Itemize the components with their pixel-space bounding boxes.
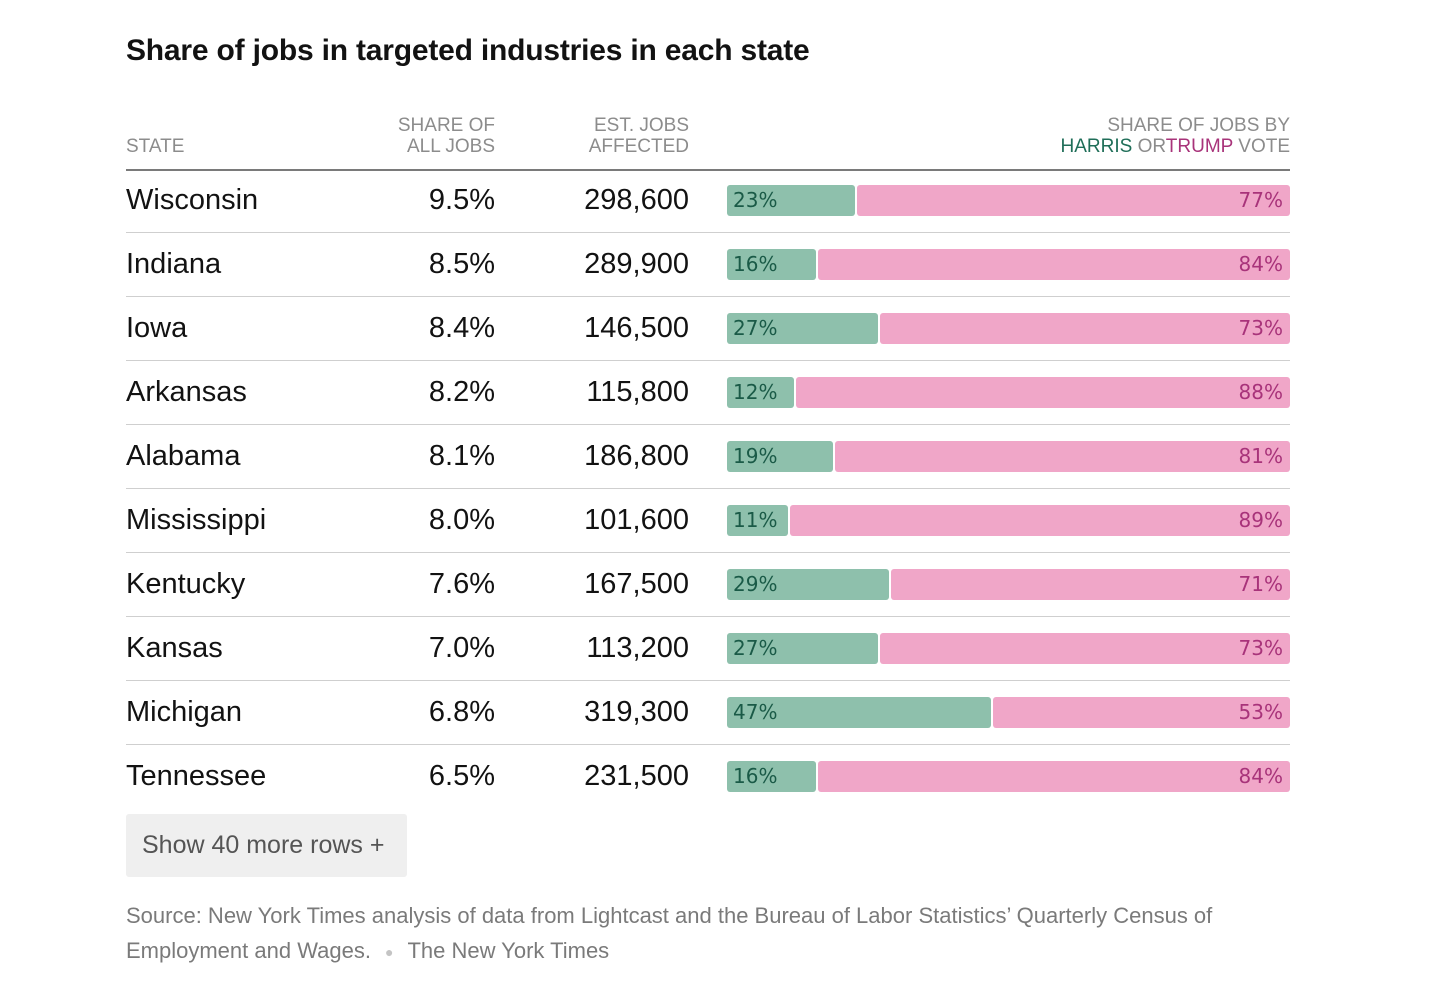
harris-bar-segment: 19% <box>727 441 833 472</box>
trump-bar-segment: 89% <box>790 505 1290 536</box>
share-of-all-jobs: 8.0% <box>428 504 495 536</box>
state-name: Kentucky <box>126 568 246 600</box>
header-harris-label: HARRIS <box>1060 136 1133 157</box>
share-of-all-jobs: 8.5% <box>428 248 495 280</box>
trump-bar-segment: 84% <box>818 249 1290 280</box>
header-est-jobs-affected: EST. JOBS AFFECTED <box>588 115 689 157</box>
est-jobs-affected: 298,600 <box>584 184 689 216</box>
vote-share-bar: 16% 84% <box>727 761 1290 792</box>
header-trump-label: TRUMP <box>1165 136 1233 157</box>
share-of-all-jobs: 8.2% <box>428 376 495 408</box>
table-row: Kansas 7.0% 113,200 27% 73% <box>126 617 1290 681</box>
est-jobs-affected: 113,200 <box>586 632 689 664</box>
table-row: Indiana 8.5% 289,900 16% 84% <box>126 233 1290 297</box>
source-credit: The New York Times <box>407 938 610 963</box>
vote-share-bar: 11% 89% <box>727 505 1290 536</box>
harris-bar-segment: 16% <box>727 249 816 280</box>
trump-bar-segment: 73% <box>880 313 1290 344</box>
share-of-all-jobs: 7.6% <box>428 568 495 600</box>
table-row: Kentucky 7.6% 167,500 29% 71% <box>126 553 1290 617</box>
state-name: Arkansas <box>126 376 247 408</box>
table-row: Wisconsin 9.5% 298,600 23% 77% <box>126 169 1290 233</box>
vote-share-bar: 16% 84% <box>727 249 1290 280</box>
vote-share-bar: 12% 88% <box>727 377 1290 408</box>
share-of-all-jobs: 8.4% <box>428 312 495 344</box>
source-text: Source: New York Times analysis of data … <box>126 903 1213 963</box>
trump-bar-segment: 53% <box>993 697 1290 728</box>
table-header: STATE SHARE OF ALL JOBS EST. JOBS AFFECT… <box>126 113 1290 171</box>
harris-bar-segment: 27% <box>727 313 878 344</box>
state-name: Iowa <box>126 312 188 344</box>
est-jobs-affected: 115,800 <box>586 376 689 408</box>
show-more-rows-button[interactable]: Show 40 more rows + <box>126 814 407 877</box>
share-of-all-jobs: 9.5% <box>428 184 495 216</box>
est-jobs-affected: 319,300 <box>584 696 689 728</box>
header-share-of-all-jobs: SHARE OF ALL JOBS <box>397 115 495 157</box>
est-jobs-affected: 146,500 <box>584 312 689 344</box>
header-share-by-vote: SHARE OF JOBS BY HARRIS ORTRUMP VOTE <box>1060 115 1290 157</box>
share-of-all-jobs: 6.8% <box>428 696 495 728</box>
vote-share-bar: 23% 77% <box>727 185 1290 216</box>
table-row: Tennessee 6.5% 231,500 16% 84% <box>126 745 1290 808</box>
share-of-all-jobs: 8.1% <box>428 440 495 472</box>
harris-bar-segment: 27% <box>727 633 878 664</box>
harris-bar-segment: 29% <box>727 569 889 600</box>
state-name: Kansas <box>126 632 223 664</box>
table-body: Wisconsin 9.5% 298,600 23% 77% Indiana 8.5% 289… <box>126 169 1290 808</box>
state-name: Wisconsin <box>126 184 259 216</box>
est-jobs-affected: 186,800 <box>584 440 689 472</box>
vote-share-bar: 19% 81% <box>727 441 1290 472</box>
trump-bar-segment: 71% <box>891 569 1290 600</box>
vote-share-bar: 27% 73% <box>727 313 1290 344</box>
header-state: STATE <box>126 136 185 157</box>
vote-share-bar: 29% 71% <box>727 569 1290 600</box>
state-name: Mississippi <box>126 504 267 536</box>
chart-title: Share of jobs in targeted industries in … <box>126 34 810 67</box>
est-jobs-affected: 101,600 <box>584 504 689 536</box>
trump-bar-segment: 84% <box>818 761 1290 792</box>
table-row: Alabama 8.1% 186,800 19% 81% <box>126 425 1290 489</box>
state-name: Alabama <box>126 440 241 472</box>
vote-share-bar: 27% 73% <box>727 633 1290 664</box>
harris-bar-segment: 23% <box>727 185 855 216</box>
table-row: Arkansas 8.2% 115,800 12% 88% <box>126 361 1290 425</box>
est-jobs-affected: 289,900 <box>584 248 689 280</box>
harris-bar-segment: 16% <box>727 761 816 792</box>
trump-bar-segment: 77% <box>857 185 1290 216</box>
state-name: Michigan <box>126 696 243 728</box>
harris-bar-segment: 11% <box>727 505 788 536</box>
state-name: Indiana <box>126 248 222 280</box>
trump-bar-segment: 88% <box>796 377 1290 408</box>
table-row: Mississippi 8.0% 101,600 11% 89% <box>126 489 1290 553</box>
share-of-all-jobs: 6.5% <box>428 760 495 792</box>
trump-bar-segment: 73% <box>880 633 1290 664</box>
harris-bar-segment: 47% <box>727 697 991 728</box>
trump-bar-segment: 81% <box>835 441 1290 472</box>
separator-dot: ● <box>384 943 394 960</box>
table-row: Iowa 8.4% 146,500 27% 73% <box>126 297 1290 361</box>
share-of-all-jobs: 7.0% <box>428 632 495 664</box>
est-jobs-affected: 167,500 <box>584 568 689 600</box>
state-name: Tennessee <box>126 760 267 792</box>
table-row: Michigan 6.8% 319,300 47% 53% <box>126 681 1290 745</box>
vote-share-bar: 47% 53% <box>727 697 1290 728</box>
harris-bar-segment: 12% <box>727 377 794 408</box>
source-note: Source: New York Times analysis of data … <box>126 898 1290 970</box>
est-jobs-affected: 231,500 <box>584 760 689 792</box>
